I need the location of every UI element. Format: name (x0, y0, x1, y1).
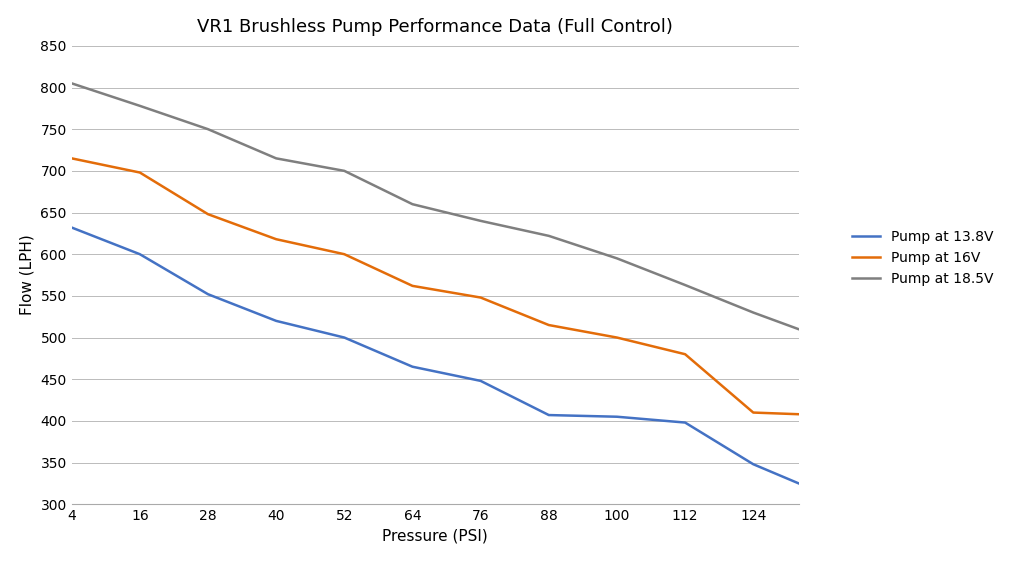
Pump at 16V (474, 294, 486, 301)
Pump at 18.5V (134, 103, 146, 109)
Y-axis label: Flow (LPH): Flow (LPH) (19, 235, 35, 315)
Pump at 16V (610, 334, 623, 341)
Pump at 13.8V (407, 363, 419, 370)
Pump at 18.5V (407, 201, 419, 207)
Pump at 18.5V (66, 80, 78, 87)
Pump at 13.8V (66, 224, 78, 231)
Pump at 16V (338, 251, 350, 258)
Pump at 18.5V (543, 233, 555, 240)
Pump at 13.8V (202, 291, 214, 297)
Pump at 18.5V (610, 255, 623, 262)
Pump at 18.5V (338, 167, 350, 174)
Pump at 13.8V (748, 461, 760, 468)
Pump at 18.5V (474, 217, 486, 224)
Pump at 16V (543, 321, 555, 328)
Pump at 16V (270, 236, 283, 242)
Pump at 13.8V (793, 480, 805, 487)
Pump at 16V (407, 282, 419, 289)
Pump at 16V (66, 155, 78, 162)
Pump at 18.5V (793, 326, 805, 333)
Pump at 18.5V (202, 125, 214, 132)
Pump at 16V (793, 411, 805, 418)
Pump at 13.8V (543, 411, 555, 418)
Pump at 18.5V (679, 281, 691, 288)
Legend: Pump at 13.8V, Pump at 16V, Pump at 18.5V: Pump at 13.8V, Pump at 16V, Pump at 18.5… (847, 225, 999, 292)
Pump at 18.5V (748, 309, 760, 316)
Pump at 16V (679, 351, 691, 358)
Pump at 13.8V (134, 251, 146, 258)
Title: VR1 Brushless Pump Performance Data (Full Control): VR1 Brushless Pump Performance Data (Ful… (198, 18, 673, 36)
X-axis label: Pressure (PSI): Pressure (PSI) (382, 529, 488, 544)
Pump at 16V (202, 211, 214, 218)
Pump at 13.8V (270, 317, 283, 324)
Pump at 18.5V (270, 155, 283, 162)
Line: Pump at 18.5V: Pump at 18.5V (72, 83, 799, 329)
Pump at 13.8V (610, 413, 623, 420)
Pump at 13.8V (338, 334, 350, 341)
Line: Pump at 16V: Pump at 16V (72, 158, 799, 414)
Pump at 16V (134, 169, 146, 176)
Pump at 16V (748, 409, 760, 416)
Line: Pump at 13.8V: Pump at 13.8V (72, 227, 799, 484)
Pump at 13.8V (679, 419, 691, 426)
Pump at 13.8V (474, 378, 486, 384)
